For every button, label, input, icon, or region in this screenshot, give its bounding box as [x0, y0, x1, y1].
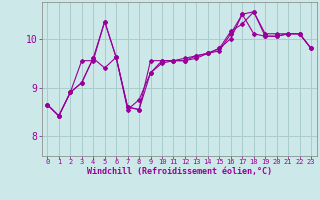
X-axis label: Windchill (Refroidissement éolien,°C): Windchill (Refroidissement éolien,°C): [87, 167, 272, 176]
